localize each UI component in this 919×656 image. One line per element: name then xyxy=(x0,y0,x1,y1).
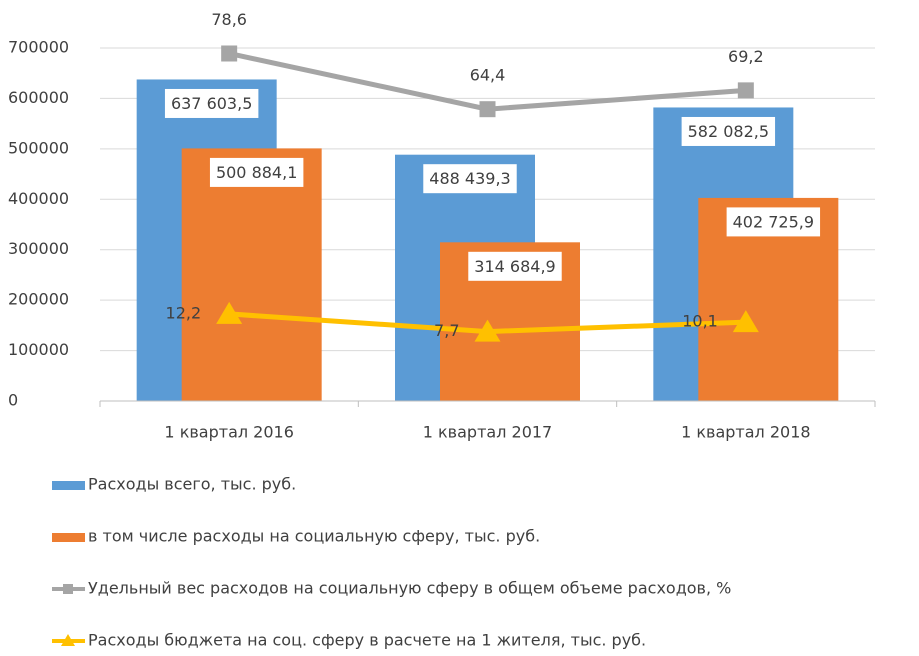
data-label: 78,6 xyxy=(211,10,247,29)
legend-label: в том числе расходы на социальную сферу,… xyxy=(88,527,540,546)
legend-label: Удельный вес расходов на социальную сфер… xyxy=(88,579,731,598)
legend-marker xyxy=(63,584,73,594)
labels: 637 603,5 488 439,3 582 082,5 500 884,1 314 … xyxy=(164,10,821,340)
bar xyxy=(181,148,322,401)
line-marker xyxy=(216,301,243,324)
lines xyxy=(216,45,759,342)
x-tick-label: 1 квартал 2016 xyxy=(164,423,293,442)
data-label: 12,2 xyxy=(166,303,202,322)
data-label-box xyxy=(726,207,821,237)
data-label: 69,2 xyxy=(728,47,764,66)
line-marker xyxy=(474,319,501,342)
line-marker xyxy=(732,310,759,333)
data-label: 402 725,9 xyxy=(733,212,814,231)
legend-label: Расходы всего, тыс. руб. xyxy=(88,475,296,494)
line-marker xyxy=(221,45,238,62)
data-label-box xyxy=(681,116,776,146)
x-tick-label: 1 квартал 2018 xyxy=(681,423,810,442)
data-label-box xyxy=(209,157,304,187)
data-label: 488 439,3 xyxy=(429,169,510,188)
y-tick-label: 200000 xyxy=(8,290,69,309)
data-label-box xyxy=(423,164,517,194)
line-marker xyxy=(737,82,754,99)
legend-swatch xyxy=(52,481,85,490)
data-label: 582 082,5 xyxy=(688,122,769,141)
data-label: 64,4 xyxy=(470,66,506,85)
data-label: 637 603,5 xyxy=(171,94,252,113)
legend-label: Расходы бюджета на соц. сферу в расчете … xyxy=(88,631,646,650)
data-label: 500 884,1 xyxy=(216,163,297,182)
y-tick-label: 100000 xyxy=(8,340,69,359)
data-label-box xyxy=(468,251,562,281)
x-tick-label: 1 квартал 2017 xyxy=(423,423,552,442)
line-marker xyxy=(479,101,496,118)
data-label: 314 684,9 xyxy=(474,257,555,276)
data-label: 7,7 xyxy=(434,321,459,340)
y-tick-label: 300000 xyxy=(8,239,69,258)
y-tick-label: 500000 xyxy=(8,138,69,157)
y-tick-label: 600000 xyxy=(8,88,69,107)
legend-marker xyxy=(61,634,75,646)
data-label: 10,1 xyxy=(682,312,718,331)
data-label-box xyxy=(164,88,259,118)
legend-swatch xyxy=(52,533,85,542)
y-tick-label: 400000 xyxy=(8,189,69,208)
y-tick-label: 0 xyxy=(8,391,18,410)
y-tick-label: 700000 xyxy=(8,38,69,57)
